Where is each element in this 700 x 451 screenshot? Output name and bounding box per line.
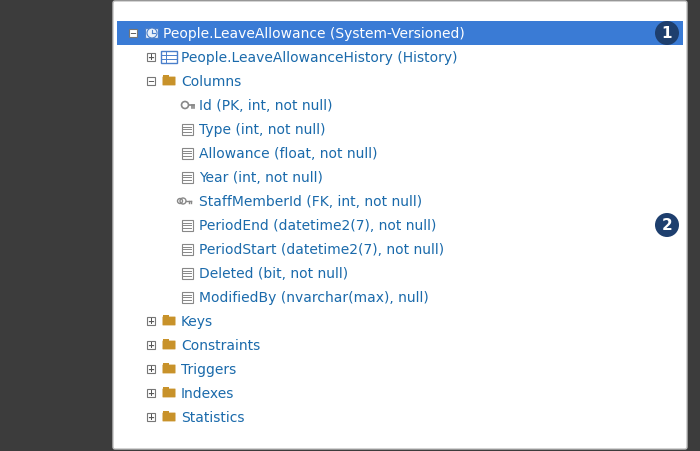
Text: PeriodStart (datetime2(7), not null): PeriodStart (datetime2(7), not null) xyxy=(199,243,444,257)
FancyBboxPatch shape xyxy=(144,29,158,39)
Text: 1: 1 xyxy=(662,27,672,41)
FancyBboxPatch shape xyxy=(181,124,193,135)
FancyBboxPatch shape xyxy=(181,244,193,255)
FancyBboxPatch shape xyxy=(181,148,193,159)
FancyBboxPatch shape xyxy=(162,341,176,350)
FancyBboxPatch shape xyxy=(147,341,155,349)
FancyBboxPatch shape xyxy=(162,413,176,422)
FancyBboxPatch shape xyxy=(113,2,687,449)
FancyBboxPatch shape xyxy=(163,315,169,318)
FancyBboxPatch shape xyxy=(147,389,155,397)
FancyBboxPatch shape xyxy=(147,54,155,62)
FancyBboxPatch shape xyxy=(162,389,176,397)
Text: Triggers: Triggers xyxy=(181,362,237,376)
Text: People.LeaveAllowanceHistory (History): People.LeaveAllowanceHistory (History) xyxy=(181,51,458,65)
FancyBboxPatch shape xyxy=(147,78,155,86)
FancyBboxPatch shape xyxy=(163,339,169,342)
Text: Statistics: Statistics xyxy=(181,410,244,424)
Text: +: + xyxy=(148,317,155,326)
Text: Constraints: Constraints xyxy=(181,338,260,352)
Text: Indexes: Indexes xyxy=(181,386,235,400)
FancyBboxPatch shape xyxy=(163,363,169,366)
Text: +: + xyxy=(148,341,155,350)
Text: +: + xyxy=(148,413,155,422)
FancyBboxPatch shape xyxy=(162,78,176,86)
FancyBboxPatch shape xyxy=(147,413,155,421)
FancyBboxPatch shape xyxy=(181,172,193,183)
Circle shape xyxy=(655,213,679,238)
Text: ModifiedBy (nvarchar(max), null): ModifiedBy (nvarchar(max), null) xyxy=(199,290,428,304)
Text: +: + xyxy=(148,389,155,398)
Text: +: + xyxy=(148,365,155,374)
FancyBboxPatch shape xyxy=(117,22,683,46)
FancyBboxPatch shape xyxy=(181,268,193,279)
Text: People.LeaveAllowance (System-Versioned): People.LeaveAllowance (System-Versioned) xyxy=(163,27,465,41)
FancyBboxPatch shape xyxy=(163,75,169,79)
Text: Deleted (bit, not null): Deleted (bit, not null) xyxy=(199,267,348,281)
Text: +: + xyxy=(148,53,155,62)
Text: Type (int, not null): Type (int, not null) xyxy=(199,123,326,137)
Text: Columns: Columns xyxy=(181,75,242,89)
Text: −: − xyxy=(130,29,136,38)
FancyBboxPatch shape xyxy=(163,410,169,414)
Text: Allowance (float, not null): Allowance (float, not null) xyxy=(199,147,377,161)
FancyBboxPatch shape xyxy=(147,318,155,325)
Text: Year (int, not null): Year (int, not null) xyxy=(199,170,323,184)
FancyBboxPatch shape xyxy=(160,52,177,64)
FancyBboxPatch shape xyxy=(162,317,176,326)
Text: −: − xyxy=(148,77,155,86)
Text: Keys: Keys xyxy=(181,314,213,328)
Circle shape xyxy=(655,22,679,46)
FancyBboxPatch shape xyxy=(163,387,169,390)
Text: PeriodEnd (datetime2(7), not null): PeriodEnd (datetime2(7), not null) xyxy=(199,219,436,232)
Circle shape xyxy=(147,29,157,39)
Text: 2: 2 xyxy=(662,218,673,233)
FancyBboxPatch shape xyxy=(147,365,155,373)
FancyBboxPatch shape xyxy=(129,30,137,38)
Text: StaffMemberId (FK, int, not null): StaffMemberId (FK, int, not null) xyxy=(199,194,422,208)
FancyBboxPatch shape xyxy=(162,365,176,373)
FancyBboxPatch shape xyxy=(181,220,193,231)
Text: Id (PK, int, not null): Id (PK, int, not null) xyxy=(199,99,332,113)
FancyBboxPatch shape xyxy=(181,292,193,303)
